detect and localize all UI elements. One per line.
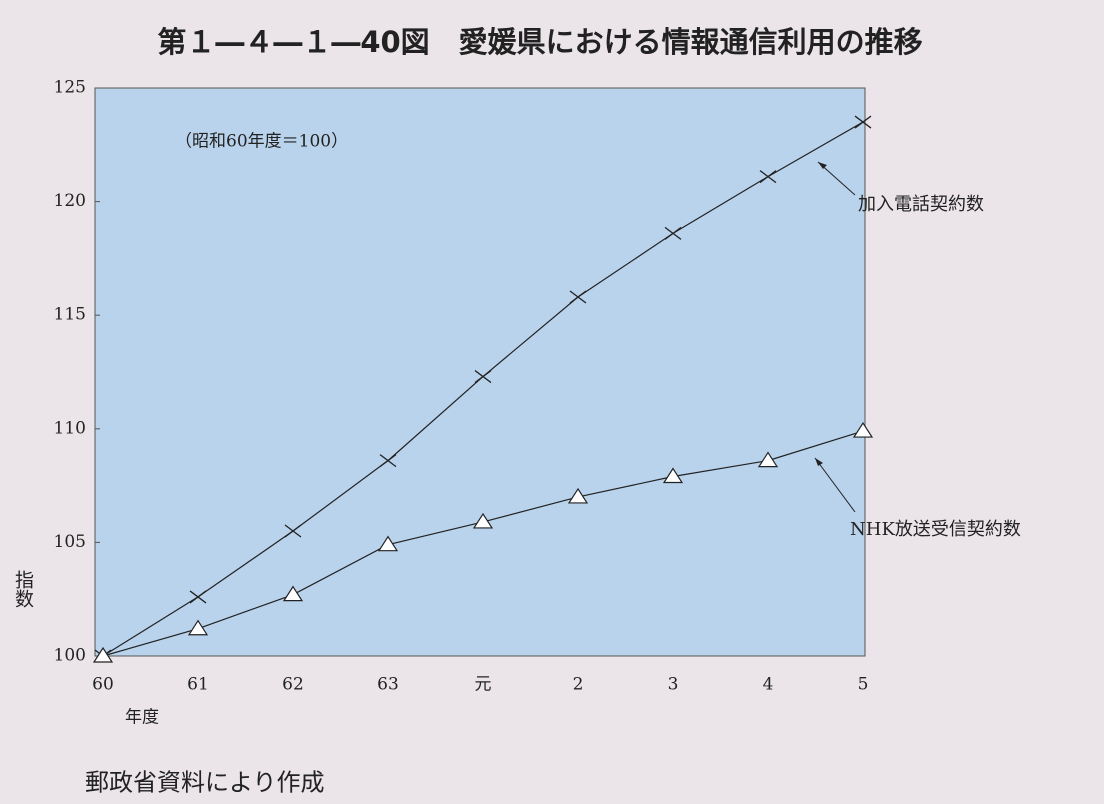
- marker-triangle: [757, 451, 779, 468]
- marker-x: [664, 226, 682, 240]
- arrow-head: [818, 162, 827, 169]
- y-tick-label: 100: [54, 646, 86, 666]
- y-tick-label: 110: [54, 418, 86, 438]
- y-tick-label: 105: [54, 532, 86, 552]
- marker-x: [759, 170, 777, 184]
- chart-title: 第１―４―１―40図 愛媛県における情報通信利用の推移: [157, 25, 922, 59]
- source-note: 郵政省資料により作成: [85, 769, 325, 797]
- x-tick-label: 元: [475, 675, 492, 695]
- x-axis-label: 年度: [125, 708, 159, 728]
- x-tick-label: 4: [763, 675, 774, 695]
- y-axis-label: 指数: [12, 570, 34, 608]
- x-tick-label: 61: [187, 675, 209, 695]
- y-tick-label: 120: [54, 191, 86, 211]
- marker-x: [379, 454, 397, 468]
- x-tick-label: 2: [573, 675, 584, 695]
- marker-x: [854, 115, 872, 129]
- subtitle: （昭和60年度＝100）: [175, 132, 348, 152]
- marker-triangle: [662, 467, 684, 484]
- marker-triangle: [282, 585, 304, 602]
- y-tick-label: 115: [54, 305, 86, 325]
- x-tick-label: 60: [92, 675, 114, 695]
- series-label: NHK放送受信契約数: [850, 519, 1021, 540]
- marker-triangle: [92, 646, 114, 663]
- marker-x: [189, 590, 207, 604]
- marker-triangle: [567, 487, 589, 504]
- marker-triangle: [852, 421, 874, 438]
- annotation-arrow: [814, 457, 856, 513]
- marker-triangle: [377, 535, 399, 552]
- y-tick-label: 125: [54, 78, 86, 98]
- x-tick-label: 62: [282, 675, 304, 695]
- marker-x: [284, 524, 302, 538]
- x-tick-label: 63: [377, 675, 399, 695]
- marker-x: [569, 290, 587, 304]
- arrow-head: [815, 458, 823, 466]
- series-label: 加入電話契約数: [858, 194, 984, 215]
- marker-x: [474, 370, 492, 384]
- x-tick-label: 5: [858, 675, 869, 695]
- plot-area: [94, 87, 866, 657]
- marker-triangle: [472, 512, 494, 529]
- x-tick-label: 3: [668, 675, 679, 695]
- marker-triangle: [187, 619, 209, 636]
